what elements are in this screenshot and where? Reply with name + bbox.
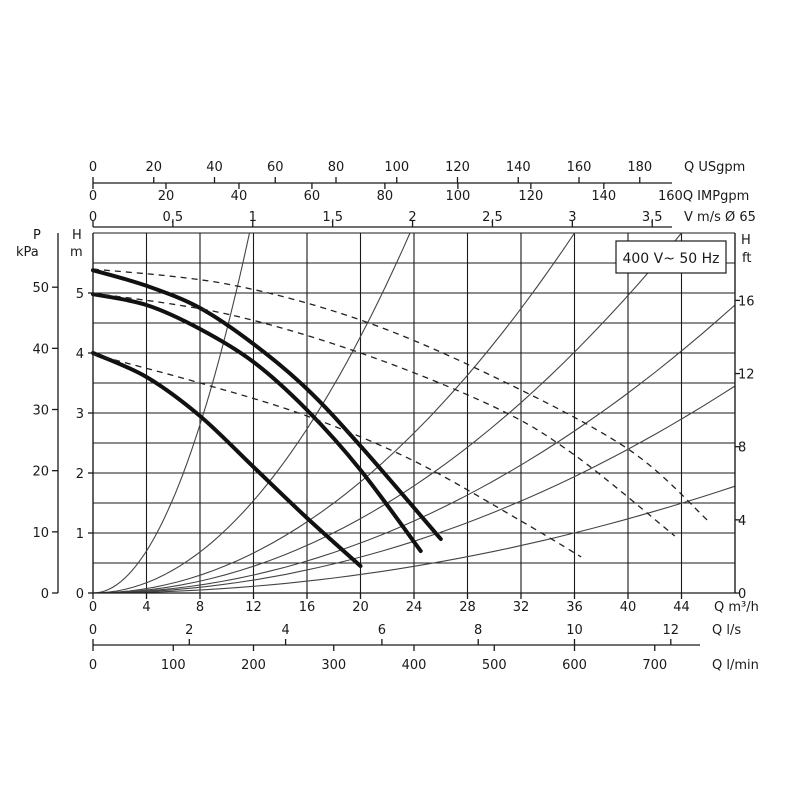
x-tick-label-lmin: 0 [89, 658, 97, 673]
y-tick-label-ft: 4 [738, 514, 746, 529]
y-axis-label-h: H [72, 228, 82, 243]
x-axis-label-impgpm: 160Q IMPgpm [658, 189, 749, 204]
x-tick-label-usgpm: 20 [145, 160, 162, 175]
x-tick-label-usgpm: 0 [89, 160, 97, 175]
x-tick-label-velocity: 0 [89, 210, 97, 225]
x-tick-label: 44 [673, 600, 690, 615]
x-tick-label: 0 [89, 600, 97, 615]
y-tick-label-kpa: 10 [32, 526, 49, 541]
x-tick-label: 28 [459, 600, 476, 615]
y-tick-label-ft: 16 [738, 294, 755, 309]
x-tick-label-velocity: 3 [568, 210, 576, 225]
x-tick-label: 16 [299, 600, 316, 615]
x-tick-label-usgpm: 80 [328, 160, 345, 175]
y-axis-unit-m: m [70, 245, 83, 260]
y-tick-label-m: 0 [76, 587, 84, 602]
x-tick-label: 32 [513, 600, 530, 615]
x-tick-label-impgpm: 20 [158, 189, 175, 204]
x-tick-label-lmin: 700 [642, 658, 667, 673]
y-tick-label-ft: 8 [738, 441, 746, 456]
x-axis-label-usgpm: Q USgpm [684, 160, 745, 175]
x-tick-label-impgpm: 40 [231, 189, 248, 204]
x-tick-label-velocity: 2,5 [482, 210, 503, 225]
x-axis-label-lmin: Q l/min [712, 658, 759, 673]
x-tick-label-usgpm: 180 [627, 160, 652, 175]
x-tick-label-impgpm: 0 [89, 189, 97, 204]
x-tick-label-lmin: 600 [562, 658, 587, 673]
x-tick-label-ls: 8 [474, 623, 482, 638]
y-axis-unit-ft: ft [742, 251, 751, 266]
x-tick-label-ls: 10 [566, 623, 583, 638]
x-tick-label-ls: 6 [378, 623, 386, 638]
y-axis-label-h-right: H [741, 233, 751, 248]
x-tick-label-ls: 4 [281, 623, 289, 638]
x-tick-label-lmin: 400 [402, 658, 427, 673]
system-curve [92, 485, 736, 594]
pump-curve-dashed [92, 353, 582, 558]
y-tick-label-kpa: 30 [32, 404, 49, 419]
y-tick-label-kpa: 0 [41, 587, 49, 602]
x-tick-label: 36 [566, 600, 583, 615]
pump-curve-solid [91, 351, 363, 568]
x-tick-label-ls: 12 [663, 623, 680, 638]
x-tick-label: 4 [142, 600, 150, 615]
y-axis-unit-kpa: kPa [16, 245, 39, 260]
system-curve [92, 232, 411, 594]
x-tick-label: 40 [620, 600, 637, 615]
x-tick-label: 20 [352, 600, 369, 615]
x-tick-label-usgpm: 100 [384, 160, 409, 175]
x-tick-label-lmin: 100 [161, 658, 186, 673]
y-tick-label-ft: 0 [738, 587, 746, 602]
x-axis-label-velocity: V m/s Ø 65 [684, 210, 756, 225]
x-tick-label-impgpm: 140 [591, 189, 616, 204]
x-tick-label-usgpm: 140 [506, 160, 531, 175]
y-tick-label-m: 3 [76, 407, 84, 422]
x-tick-label-ls: 2 [185, 623, 193, 638]
system-curve [92, 232, 575, 594]
x-tick-label-impgpm: 80 [377, 189, 394, 204]
pump-curve-solid [91, 268, 443, 541]
x-tick-label-velocity: 0,5 [163, 210, 184, 225]
y-tick-label-kpa: 40 [32, 342, 49, 357]
x-tick-label-ls: 0 [89, 623, 97, 638]
x-tick-label-usgpm: 160 [567, 160, 592, 175]
y-tick-label-m: 2 [76, 467, 84, 482]
x-axis-label: Q m³/h [714, 600, 759, 615]
x-tick-label-lmin: 500 [482, 658, 507, 673]
x-tick-label: 24 [406, 600, 423, 615]
x-tick-label-impgpm: 120 [518, 189, 543, 204]
x-tick-label-velocity: 1,5 [322, 210, 343, 225]
x-tick-label-usgpm: 60 [267, 160, 284, 175]
y-tick-label-kpa: 50 [32, 281, 49, 296]
y-tick-label-m: 5 [76, 287, 84, 302]
pump-curve-dashed [92, 292, 676, 537]
y-tick-label-ft: 12 [738, 368, 755, 383]
system-curve [92, 304, 736, 594]
y-tick-label-m: 1 [76, 527, 84, 542]
y-tick-label-kpa: 20 [32, 465, 49, 480]
voltage-annotation: 400 V~ 50 Hz [615, 240, 727, 274]
x-tick-label: 12 [245, 600, 262, 615]
x-tick-label-lmin: 300 [321, 658, 346, 673]
x-axis-label-ls: Q l/s [712, 623, 741, 638]
x-tick-label: 8 [196, 600, 204, 615]
x-tick-label-usgpm: 40 [206, 160, 223, 175]
annotation-box [615, 240, 727, 274]
x-tick-label-lmin: 200 [241, 658, 266, 673]
pump-curve-solid [91, 292, 423, 553]
x-tick-label-velocity: 3,5 [642, 210, 663, 225]
x-tick-label-impgpm: 60 [304, 189, 321, 204]
x-tick-label-impgpm: 100 [445, 189, 470, 204]
x-tick-label-usgpm: 120 [445, 160, 470, 175]
pump-curve-dashed [92, 268, 709, 522]
axes-layer: 0 4 8 12 16 20 24 28 32 36 40 44 Q m³/h012345Hm01020… [16, 160, 759, 673]
annotation-text: 400 V~ 50 Hz [622, 251, 719, 267]
y-tick-label-m: 4 [76, 347, 84, 362]
curve-layer [91, 232, 736, 594]
x-tick-label-velocity: 2 [408, 210, 416, 225]
x-tick-label-velocity: 1 [249, 210, 257, 225]
y-axis-label-p: P [33, 228, 41, 243]
